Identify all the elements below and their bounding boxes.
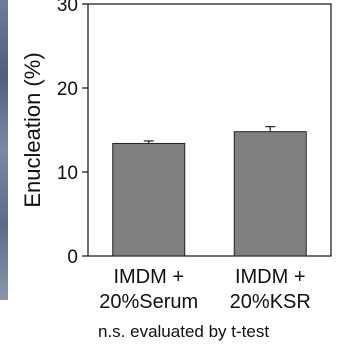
bar [112,142,186,257]
footnote-text: n.s. evaluated by t-test [98,322,270,341]
y-tick-label: 30 [57,0,78,16]
axes [82,3,332,257]
x-tick-label: IMDM + [235,266,306,288]
labels: 0 10 20 30 IMDM + 20%Serum IMDM + 20%KSR Enuclea… [20,0,311,313]
plot-frame [87,3,332,257]
y-axis-title: Enucleation (%) [20,52,45,207]
x-tick-label: 20%KSR [230,291,311,313]
y-tick-label: 0 [67,247,78,268]
x-tick-label: 20%Serum [99,291,198,313]
cropped-image-edge [0,0,8,300]
y-tick-label: 20 [57,79,78,100]
y-tick-label: 10 [57,163,78,184]
x-tick-label: IMDM + [113,266,184,288]
bars [112,126,307,257]
bar [233,131,307,257]
